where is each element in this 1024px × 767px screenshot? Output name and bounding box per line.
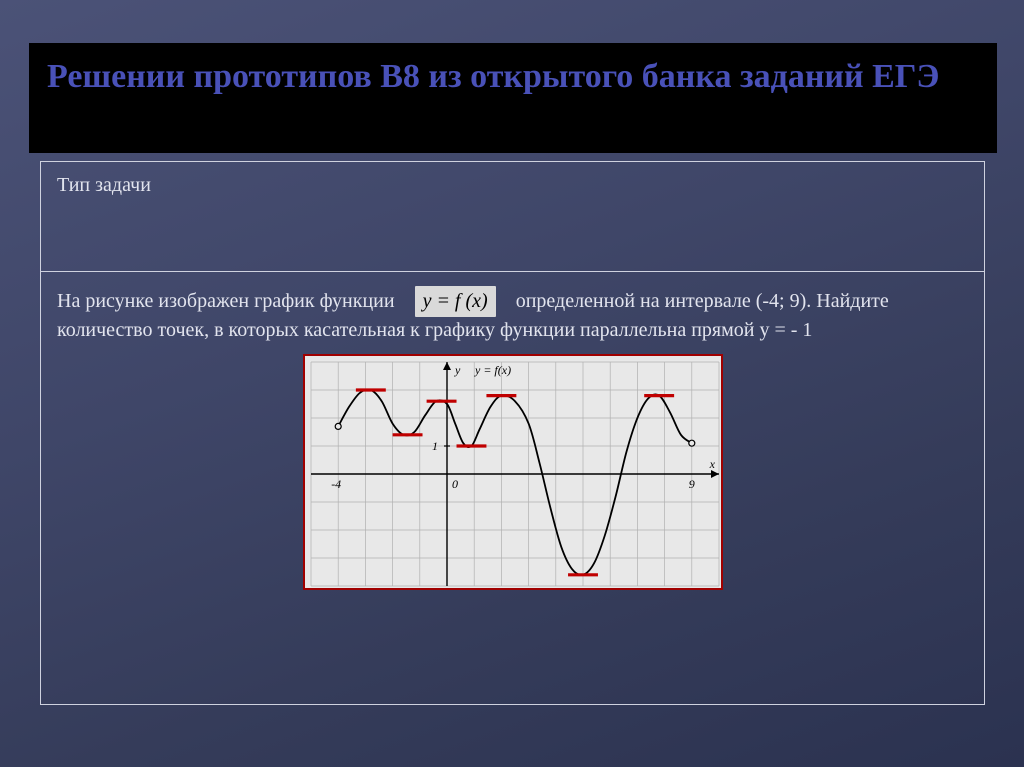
function-chart: 0 -4 9 1 y x y = f(x)	[303, 354, 723, 590]
table-row-2: На рисунке изображен график функции y = …	[41, 272, 984, 600]
svg-text:x: x	[708, 457, 715, 471]
content-table: Тип задачи На рисунке изображен график ф…	[40, 161, 985, 705]
svg-text:0: 0	[452, 477, 458, 491]
slide-title: Решении прототипов В8 из открытого банка…	[47, 57, 979, 98]
slide-title-bar: Решении прототипов В8 из открытого банка…	[29, 43, 997, 153]
svg-text:-4: -4	[331, 477, 341, 491]
problem-prefix: На рисунке изображен график функции	[57, 290, 395, 312]
row1-label: Тип задачи	[57, 174, 151, 196]
svg-text:y = f(x): y = f(x)	[474, 363, 511, 377]
svg-text:1: 1	[432, 439, 438, 453]
formula-box: y = f (x)	[415, 286, 496, 317]
chart-container: 0 -4 9 1 y x y = f(x)	[57, 354, 968, 590]
svg-text:9: 9	[688, 477, 694, 491]
svg-text:y: y	[454, 363, 461, 377]
table-row-1: Тип задачи	[41, 162, 984, 272]
